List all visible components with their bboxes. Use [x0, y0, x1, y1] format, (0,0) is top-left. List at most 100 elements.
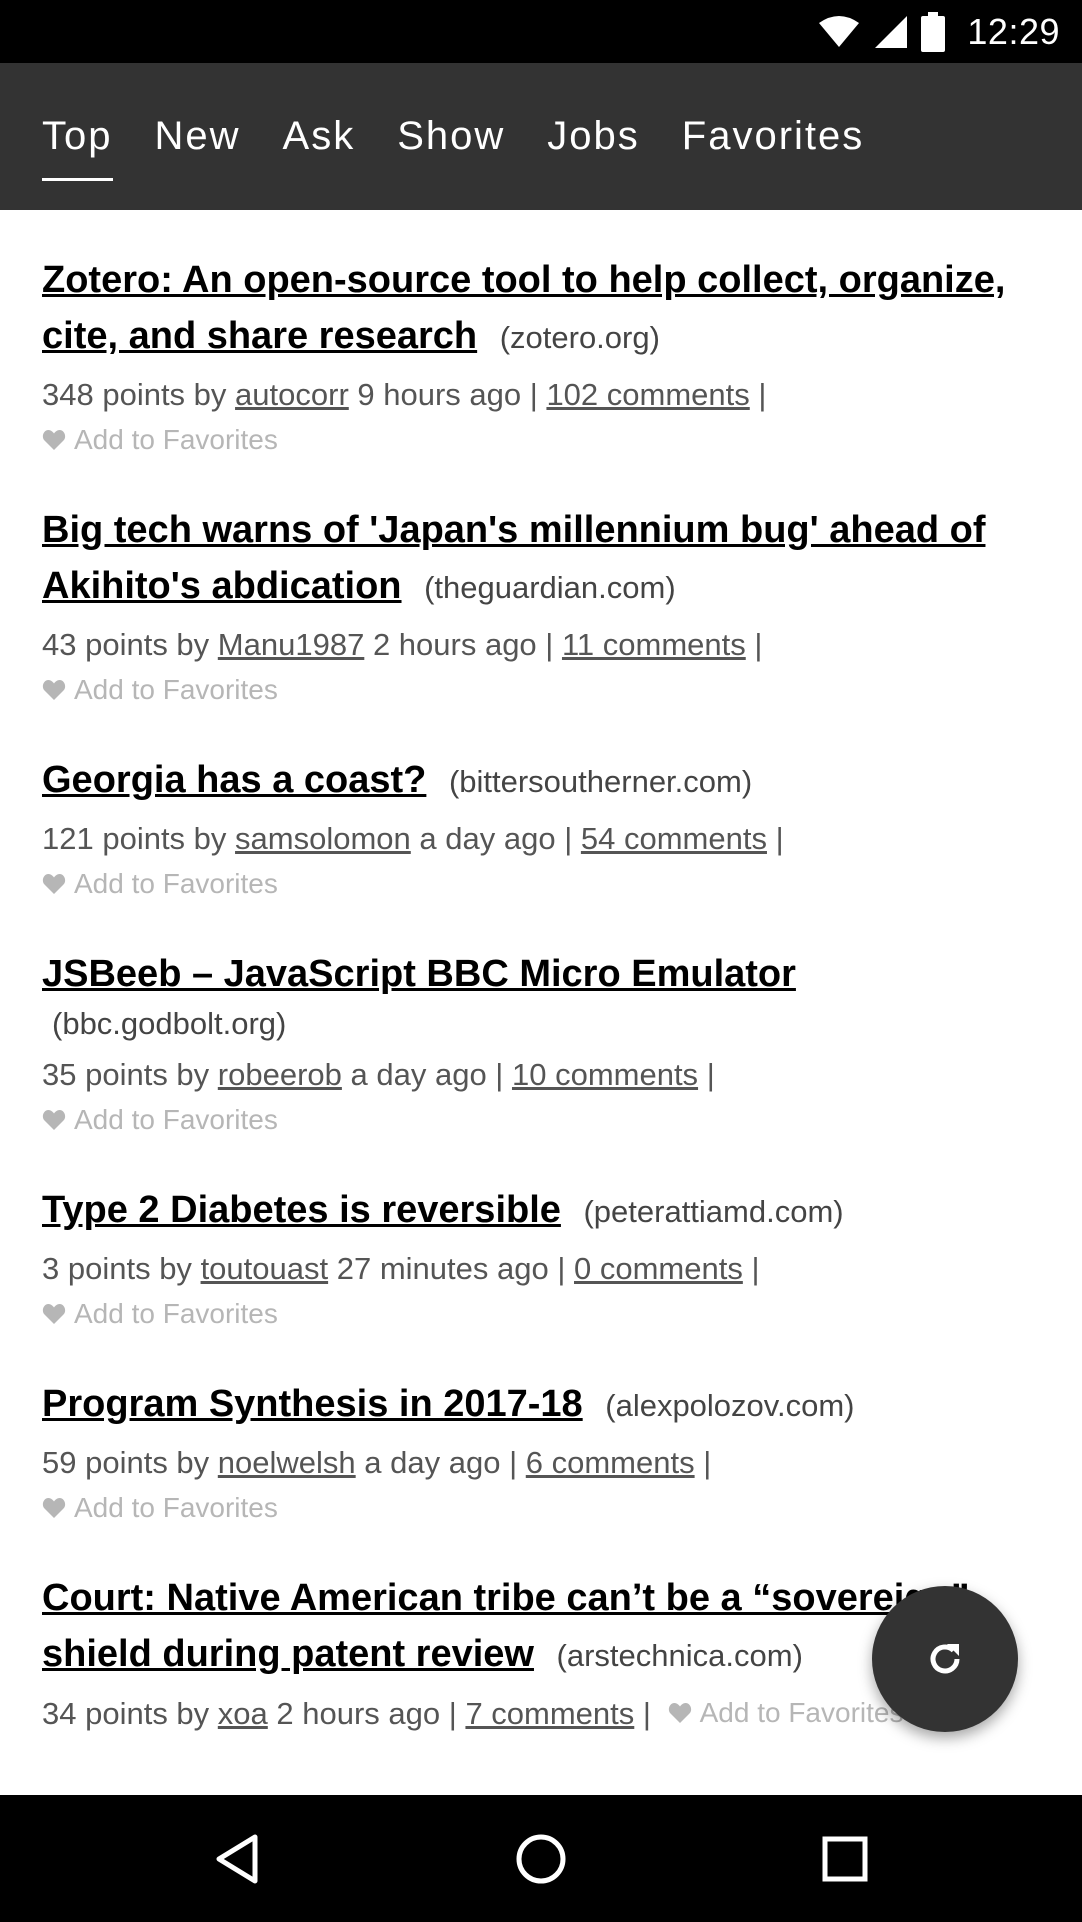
story-meta: 35 points by robeerob a day ago | 10 com…	[42, 1054, 1040, 1096]
story-points: 43 points by	[42, 627, 210, 662]
story-age: a day ago |	[419, 821, 573, 856]
add-to-favorites-button[interactable]: Add to Favorites	[42, 424, 1040, 456]
cell-signal-icon	[875, 16, 908, 48]
heart-icon	[668, 1703, 691, 1723]
story-age: a day ago |	[350, 1057, 504, 1092]
story-domain: (bbc.godbolt.org)	[52, 1006, 287, 1041]
story-item: Type 2 Diabetes is reversible (peteratti…	[42, 1136, 1040, 1330]
story-title-line: Program Synthesis in 2017-18 (alexpolozo…	[42, 1376, 1040, 1434]
story-user-link[interactable]: samsolomon	[235, 821, 411, 856]
story-points: 34 points by	[42, 1696, 210, 1731]
add-to-favorites-button[interactable]: Add to Favorites	[668, 1692, 903, 1734]
meta-separator: |	[703, 1445, 712, 1480]
tab-new[interactable]: New	[154, 114, 241, 158]
story-title-link[interactable]: Big tech warns of 'Japan's millennium bu…	[42, 509, 986, 607]
tab-favorites[interactable]: Favorites	[681, 114, 865, 158]
meta-separator: |	[754, 627, 763, 662]
story-meta: 34 points by xoa 2 hours ago | 7 comment…	[42, 1692, 1040, 1735]
meta-separator: |	[642, 1696, 651, 1731]
story-age: 9 hours ago |	[357, 377, 538, 412]
status-icons: 12:29	[817, 8, 1060, 56]
story-user-link[interactable]: autocorr	[235, 377, 349, 412]
story-user-link[interactable]: noelwelsh	[217, 1445, 356, 1480]
wifi-icon	[819, 16, 860, 47]
tab-ask[interactable]: Ask	[282, 114, 356, 158]
tab-show[interactable]: Show	[397, 114, 506, 158]
meta-separator: |	[706, 1057, 715, 1092]
story-meta: 121 points by samsolomon a day ago | 54 …	[42, 818, 1040, 860]
story-comments-link[interactable]: 11 comments	[561, 627, 746, 662]
story-domain: (theguardian.com)	[424, 570, 676, 605]
story-item: Georgia has a coast? (bittersoutherner.c…	[42, 706, 1040, 900]
nav-back-button[interactable]	[177, 1795, 297, 1922]
battery-icon	[921, 12, 946, 52]
story-meta: 43 points by Manu1987 2 hours ago | 11 c…	[42, 624, 1040, 666]
story-domain: (bittersoutherner.com)	[448, 764, 753, 799]
story-title-link[interactable]: Georgia has a coast?	[42, 759, 427, 801]
story-title-line: Type 2 Diabetes is reversible (peteratti…	[42, 1182, 1040, 1240]
story-comments-link[interactable]: 102 comments	[546, 377, 750, 412]
clock: 12:29	[967, 11, 1060, 52]
story-item: Zotero: An open-source tool to help coll…	[42, 210, 1040, 456]
story-domain: (zotero.org)	[499, 320, 660, 355]
heart-icon	[42, 430, 66, 450]
story-user-link[interactable]: Manu1987	[217, 627, 365, 662]
story-title-line: Georgia has a coast? (bittersoutherner.c…	[42, 752, 1040, 810]
story-item: Program Synthesis in 2017-18 (alexpolozo…	[42, 1330, 1040, 1524]
story-title-line: Big tech warns of 'Japan's millennium bu…	[42, 502, 1040, 616]
story-points: 3 points by	[42, 1251, 192, 1286]
refresh-button[interactable]	[872, 1586, 1018, 1732]
story-user-link[interactable]: xoa	[217, 1696, 268, 1731]
add-to-favorites-label: Add to Favorites	[74, 1492, 278, 1523]
add-to-favorites-button[interactable]: Add to Favorites	[42, 1104, 1040, 1136]
story-title-link[interactable]: Court: Native American tribe can’t be a …	[42, 1577, 970, 1675]
status-bar: 12:29	[0, 0, 1082, 63]
home-circle-icon	[516, 1834, 566, 1883]
add-to-favorites-button[interactable]: Add to Favorites	[42, 1298, 1040, 1330]
heart-icon	[42, 1498, 66, 1518]
story-comments-link[interactable]: 10 comments	[511, 1057, 699, 1092]
story-title-link[interactable]: Type 2 Diabetes is reversible	[42, 1189, 561, 1231]
system-nav-bar	[0, 1795, 1082, 1922]
recents-square-icon	[822, 1836, 868, 1881]
story-user-link[interactable]: toutouast	[200, 1251, 329, 1286]
heart-icon	[42, 1304, 66, 1324]
story-points: 35 points by	[42, 1057, 210, 1092]
add-to-favorites-button[interactable]: Add to Favorites	[42, 674, 1040, 706]
app-bar: Top New Ask Show Jobs Favorites	[0, 63, 1082, 210]
story-comments-link[interactable]: 7 comments	[465, 1696, 635, 1731]
story-domain: (arstechnica.com)	[556, 1638, 803, 1673]
meta-separator: |	[758, 377, 767, 412]
heart-icon	[42, 874, 66, 894]
story-title-link[interactable]: Program Synthesis in 2017-18	[42, 1383, 583, 1425]
story-age: a day ago |	[364, 1445, 518, 1480]
add-to-favorites-label: Add to Favorites	[74, 424, 278, 455]
story-item: JSBeeb – JavaScript BBC Micro Emulator (…	[42, 900, 1040, 1136]
story-domain: (peterattiamd.com)	[583, 1194, 844, 1229]
story-age: 2 hours ago |	[372, 627, 554, 662]
add-to-favorites-button[interactable]: Add to Favorites	[42, 868, 1040, 900]
nav-home-button[interactable]	[481, 1795, 601, 1922]
story-title-line: Court: Native American tribe can’t be a …	[42, 1570, 1040, 1684]
tab-jobs[interactable]: Jobs	[547, 114, 640, 158]
story-user-link[interactable]: robeerob	[217, 1057, 342, 1092]
add-to-favorites-label: Add to Favorites	[74, 1298, 278, 1329]
story-meta: 59 points by noelwelsh a day ago | 6 com…	[42, 1442, 1040, 1484]
story-comments-link[interactable]: 6 comments	[525, 1445, 695, 1480]
story-comments-link[interactable]: 0 comments	[574, 1251, 743, 1286]
story-points: 348 points by	[42, 377, 227, 412]
story-title-link[interactable]: Zotero: An open-source tool to help coll…	[42, 259, 1006, 357]
story-list[interactable]: Zotero: An open-source tool to help coll…	[0, 210, 1082, 1795]
story-age: 27 minutes ago |	[336, 1251, 566, 1286]
story-comments-link[interactable]: 54 comments	[580, 821, 767, 856]
story-age: 2 hours ago |	[276, 1696, 457, 1731]
meta-separator: |	[751, 1251, 760, 1286]
story-meta: 348 points by autocorr 9 hours ago | 102…	[42, 374, 1040, 416]
story-title-line: Zotero: An open-source tool to help coll…	[42, 252, 1040, 366]
add-to-favorites-label: Add to Favorites	[74, 868, 278, 899]
nav-recents-button[interactable]	[785, 1795, 905, 1922]
add-to-favorites-button[interactable]: Add to Favorites	[42, 1492, 1040, 1524]
story-title-link[interactable]: JSBeeb – JavaScript BBC Micro Emulator	[42, 953, 796, 995]
tab-top[interactable]: Top	[42, 114, 113, 181]
story-item: Big tech warns of 'Japan's millennium bu…	[42, 456, 1040, 706]
